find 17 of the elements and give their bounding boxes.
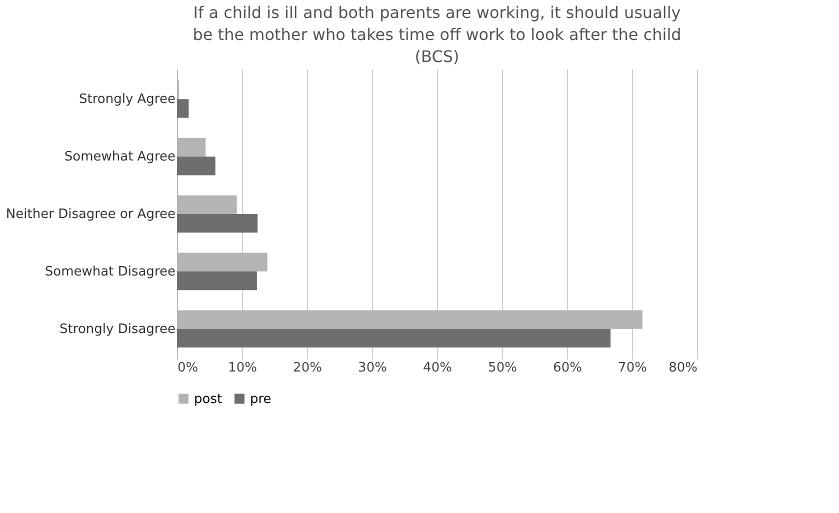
y-tick-label: Somewhat Disagree <box>44 264 176 280</box>
x-tick-label: 40% <box>423 360 452 376</box>
x-tick-label: 80% <box>668 360 698 376</box>
legend-label: pre <box>250 392 272 407</box>
chart-title: If a child is ill and both parents are working, it should usually be the mother who takes time off work to look after the child (BCS) <box>192 3 682 66</box>
x-tick-label: 70% <box>618 360 647 376</box>
y-tick-label: Strongly Agree <box>79 92 176 108</box>
y-tick-label: Neither Disagree or Agree <box>6 207 176 222</box>
y-tick-label: Strongly Disagree <box>60 322 176 337</box>
legend-label: post <box>194 392 222 407</box>
x-tick-label: 10% <box>228 360 257 376</box>
y-tick-label: Somewhat Agree <box>64 150 176 165</box>
x-tick-label: 30% <box>358 360 387 376</box>
x-tick-label: 0% <box>178 360 198 376</box>
x-tick-label: 20% <box>293 360 322 376</box>
x-tick-label: 60% <box>553 360 582 376</box>
x-tick-label: 50% <box>488 360 517 376</box>
